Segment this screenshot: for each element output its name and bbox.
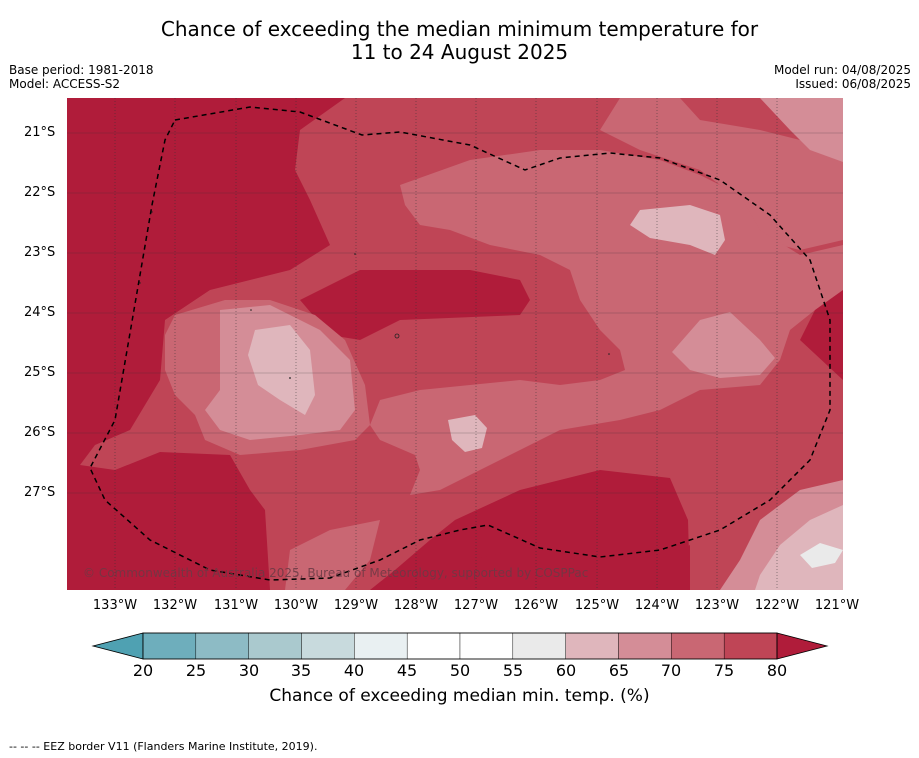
colorbar-segment [406,632,461,660]
lon-label: 129°W [333,598,379,613]
colorbar-segment [354,632,408,660]
zone-70-75-east [370,150,843,495]
lon-label: 127°W [453,598,499,613]
colorbar-over-arrow [776,632,829,660]
lat-label: 26°S [24,425,56,440]
issued-date: Issued: 06/08/2025 [795,77,911,91]
colorbar-tick: 60 [555,661,577,680]
colorbar-frame [142,632,778,660]
zone-65-70-ne-corner [760,98,843,162]
lon-label: 128°W [393,598,439,613]
colorbar-segment [195,632,249,660]
zone-60-65-west [248,325,315,415]
lon-label: 124°W [634,598,680,613]
longitude-gridlines [114,98,778,590]
colorbar-tick: 30 [238,661,260,680]
meta-left: Base period: 1981-2018 Model: ACCESS-S2 [9,63,154,91]
colorbar-segment [565,632,619,660]
lat-label: 23°S [24,245,56,260]
model-run: Model run: 04/08/2025 [773,63,911,77]
base-period: Base period: 1981-2018 [9,63,154,77]
zone-70-75-ne [600,98,843,250]
colorbar-tick: 75 [713,661,735,680]
eez-border [89,106,831,581]
colorbar-segment [301,632,355,660]
lon-label: 133°W [92,598,138,613]
colorbar-tick: 70 [660,661,682,680]
colorbar-tick: 50 [449,661,471,680]
latitude-gridlines [67,132,843,494]
zone-80plus-south [455,545,690,590]
zone-60-65-se [755,505,843,590]
eez-footnote: -- -- -- EEZ border V11 (Flanders Marine… [9,740,318,753]
lat-label: 21°S [24,125,56,140]
zone-55-60-se-blob [800,543,843,568]
zone-80plus-center [300,270,530,340]
colorbar-under-arrow [91,632,144,660]
title-line-1: Chance of exceeding the median minimum t… [160,17,759,41]
lon-label: 130°W [273,598,319,613]
colorbar-segment [618,632,672,660]
title-line-2: 11 to 24 August 2025 [350,40,569,64]
colorbar-segments [142,632,778,660]
colorbar-segment [512,632,566,660]
colorbar-tick: 20 [132,661,154,680]
lon-label: 132°W [152,598,198,613]
colorbar-tick: 45 [396,661,418,680]
lon-label: 131°W [213,598,259,613]
colorbar-segment [459,632,514,660]
lon-label: 126°W [513,598,559,613]
zone-65-70-east-blob [672,312,775,378]
lat-label: 25°S [24,365,56,380]
zone-60-65-center-blob [448,415,487,452]
meta-right: Model run: 04/08/2025 Issued: 06/08/2025 [774,63,911,91]
colorbar-tick: 35 [290,661,312,680]
colorbar-segment [671,632,725,660]
lat-label: 27°S [24,485,56,500]
colorbar-tick: 65 [608,661,630,680]
copyright-notice: © Commonwealth of Australia 2025, Bureau… [83,566,589,580]
colorbar-tick: 55 [502,661,524,680]
model-name: Model: ACCESS-S2 [9,77,121,91]
colorbar-segment [723,632,778,660]
colorbar-segment [248,632,302,660]
colorbar-segment [142,632,197,660]
island-markers [139,211,610,379]
lon-label: 125°W [574,598,620,613]
lon-label: 123°W [694,598,740,613]
lon-label: 121°W [814,598,860,613]
zone-60-65-ne-blob [630,205,725,255]
map-panel [67,98,843,590]
map-title: Chance of exceeding the median minimum t… [0,18,919,64]
lon-label: 122°W [754,598,800,613]
colorbar [91,632,829,660]
colorbar-tick: 40 [343,661,365,680]
colorbar-tick: 25 [185,661,207,680]
lat-label: 22°S [24,185,56,200]
colorbar-title: Chance of exceeding median min. temp. (%… [269,686,650,706]
colorbar-tick: 80 [766,661,788,680]
lat-label: 24°S [24,305,56,320]
